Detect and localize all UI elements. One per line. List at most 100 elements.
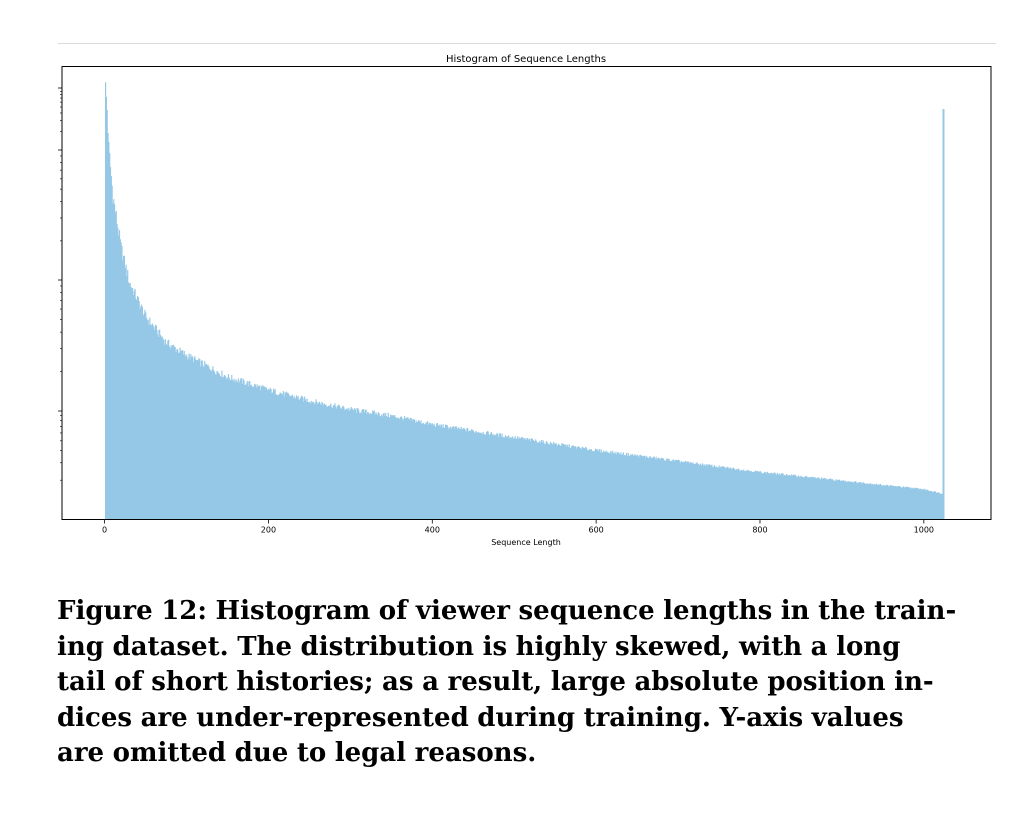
histogram-bar xyxy=(494,435,496,520)
histogram-bar xyxy=(626,452,628,520)
histogram-bar xyxy=(807,477,810,520)
histogram-bar xyxy=(595,449,597,520)
histogram-bar xyxy=(664,460,666,520)
histogram-bar xyxy=(195,360,198,520)
histogram-bar xyxy=(727,467,729,520)
caption-line: are omitted due to legal reasons. xyxy=(57,738,537,768)
histogram-bar xyxy=(415,420,417,520)
histogram-bar xyxy=(821,478,823,520)
histogram-bar xyxy=(206,365,208,520)
histogram-bar xyxy=(807,477,809,520)
histogram-bar xyxy=(857,482,859,520)
histogram-bar xyxy=(325,404,327,520)
histogram-bar xyxy=(633,455,635,520)
histogram-bar xyxy=(659,459,661,520)
histogram-bar xyxy=(158,336,160,520)
histogram-bar xyxy=(332,405,334,520)
histogram-bar xyxy=(810,477,812,520)
histogram-bar xyxy=(367,412,370,520)
histogram-bar xyxy=(552,444,554,520)
histogram-bar xyxy=(572,445,574,520)
histogram-bar xyxy=(790,474,792,520)
histogram-bar xyxy=(119,239,121,520)
histogram-bar xyxy=(755,470,757,520)
histogram-bar xyxy=(114,212,117,520)
histogram-bar xyxy=(639,455,641,520)
histogram-bar xyxy=(849,481,851,520)
histogram-bar xyxy=(227,374,230,520)
histogram-bar xyxy=(816,478,818,520)
histogram-bar xyxy=(431,424,433,520)
histogram-bar xyxy=(198,358,200,520)
histogram-bar xyxy=(783,475,785,520)
histogram-bar xyxy=(757,471,760,520)
histogram-bar xyxy=(340,408,343,520)
histogram-bar xyxy=(812,477,814,520)
histogram-bar xyxy=(714,466,716,520)
histogram-bar xyxy=(270,389,272,520)
histogram-bar xyxy=(192,362,194,520)
histogram-bar xyxy=(124,268,126,520)
histogram-bar xyxy=(154,324,157,520)
histogram-bar xyxy=(107,132,109,520)
histogram-bar xyxy=(672,459,674,520)
histogram-bar xyxy=(646,456,648,520)
histogram-bar xyxy=(336,406,339,520)
histogram-bar xyxy=(748,470,750,520)
histogram-bar xyxy=(444,428,446,520)
histogram-bar xyxy=(183,350,185,520)
histogram-bar xyxy=(933,491,935,520)
histogram-bar xyxy=(458,428,461,520)
histogram-bar xyxy=(796,476,798,520)
histogram-bar xyxy=(447,427,449,520)
histogram-bar xyxy=(136,300,138,520)
histogram-bar xyxy=(285,392,287,520)
histogram-bar xyxy=(925,489,928,520)
histogram-bar xyxy=(359,412,361,520)
histogram-bar xyxy=(869,483,871,520)
histogram-bar xyxy=(495,434,497,520)
histogram-bar xyxy=(480,433,482,520)
histogram-bar xyxy=(211,369,213,520)
histogram-bar xyxy=(756,471,758,520)
histogram-bar xyxy=(370,413,372,520)
histogram-bar xyxy=(373,410,375,520)
histogram-bar xyxy=(911,487,914,520)
histogram-bar xyxy=(210,371,212,520)
histogram-bar xyxy=(844,480,846,520)
histogram-bar xyxy=(134,288,136,520)
histogram-bar xyxy=(512,436,514,520)
histogram-bar xyxy=(716,466,718,520)
histogram-bar xyxy=(593,450,595,520)
histogram-bar xyxy=(507,437,509,520)
histogram-bar xyxy=(578,446,580,520)
histogram-bar xyxy=(277,395,280,520)
histogram-bar xyxy=(829,478,831,520)
top-rule xyxy=(58,43,996,44)
histogram-bar xyxy=(892,485,894,520)
histogram-bar xyxy=(444,424,447,520)
histogram-bar xyxy=(876,484,878,520)
histogram-bar xyxy=(530,441,532,520)
histogram-bar xyxy=(318,401,320,520)
histogram-bar xyxy=(576,447,579,520)
histogram-bar xyxy=(665,460,667,520)
histogram-bar xyxy=(155,325,157,520)
histogram-bar xyxy=(795,476,797,520)
histogram-bar xyxy=(110,176,112,520)
histogram-bar xyxy=(163,344,166,520)
histogram-bar xyxy=(846,482,848,520)
histogram-bar xyxy=(363,409,365,520)
histogram-bar xyxy=(168,339,170,520)
y-axis-ticks xyxy=(58,87,62,481)
histogram-bar xyxy=(762,473,764,520)
histogram-bar xyxy=(312,401,314,520)
histogram-bar xyxy=(409,417,411,520)
histogram-bar xyxy=(826,479,828,520)
histogram-bar xyxy=(700,465,702,520)
histogram-bar xyxy=(259,390,262,520)
histogram-bar xyxy=(276,394,278,520)
histogram-chart: Histogram of Sequence Lengths 0 200 400 600… xyxy=(58,54,992,547)
histogram-bar xyxy=(657,457,660,520)
histogram-bar xyxy=(536,442,538,520)
